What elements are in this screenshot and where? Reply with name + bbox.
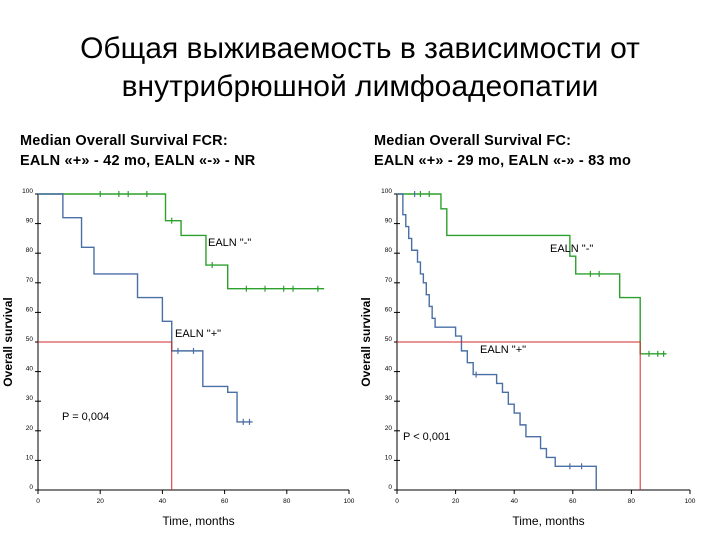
y-tick-label: 0 bbox=[29, 484, 33, 491]
y-tick-label: 0 bbox=[388, 484, 392, 491]
y-tick-label: 30 bbox=[26, 395, 34, 402]
km-chart-2: 0 10 20 30 40 50 60 70 80 90 100 0 20 40 60 80 100 Time, … bbox=[359, 188, 696, 528]
x-tick-label: 60 bbox=[569, 498, 577, 505]
median-line bbox=[397, 341, 641, 490]
x-tick-label: 0 bbox=[36, 498, 40, 505]
x-tick-label: 0 bbox=[395, 498, 399, 505]
y-tick-label: 20 bbox=[385, 425, 393, 432]
p-value-label: P = 0,004 bbox=[62, 411, 109, 423]
y-axis-label: Overall survival bbox=[1, 297, 15, 386]
chart-caption-fcr: Median Overall Survival FCR: EALN «+» - … bbox=[20, 131, 255, 171]
series-label-ealn-pos: EALN "+" bbox=[480, 344, 526, 356]
y-tick-label: 90 bbox=[26, 218, 34, 225]
slide-title: Общая выживаемость в зависимости от внут… bbox=[0, 30, 720, 106]
y-tick-label: 80 bbox=[385, 247, 393, 254]
y-tick-label: 10 bbox=[385, 454, 393, 461]
y-tick-label: 40 bbox=[385, 366, 393, 373]
series-line-ealn-pos bbox=[397, 193, 597, 490]
caption-fcr-line2: EALN «+» - 42 mo, EALN «-» - NR bbox=[20, 153, 256, 169]
slide-title-line1: Общая выживаемость в зависимости от bbox=[80, 32, 640, 65]
series-line-ealn-neg bbox=[38, 193, 325, 290]
x-axis-label: Time, months bbox=[162, 514, 234, 528]
x-tick-label: 80 bbox=[628, 498, 636, 505]
km-chart-1: 0 10 20 30 40 50 60 70 80 90 100 0 20 40 60 80 100 Time, … bbox=[1, 188, 355, 528]
y-tick-label: 60 bbox=[385, 306, 393, 313]
x-tick-label: 80 bbox=[283, 498, 291, 505]
series-label-ealn-neg: EALN "-" bbox=[208, 237, 251, 249]
series-label-ealn-pos: EALN "+" bbox=[175, 328, 221, 340]
series-label-ealn-neg: EALN "-" bbox=[550, 243, 593, 255]
y-tick-label: 70 bbox=[385, 277, 393, 284]
y-tick-label: 60 bbox=[26, 306, 34, 313]
y-tick-label: 90 bbox=[385, 218, 393, 225]
caption-fcr-line1: Median Overall Survival FCR: bbox=[20, 133, 228, 149]
x-tick-label: 20 bbox=[97, 498, 105, 505]
y-tick-label: 10 bbox=[26, 454, 34, 461]
series-line-ealn-pos bbox=[38, 193, 253, 423]
x-tick-label: 100 bbox=[344, 498, 355, 505]
y-tick-label: 50 bbox=[385, 336, 393, 343]
x-tick-label: 40 bbox=[159, 498, 167, 505]
series-line-ealn-neg bbox=[397, 193, 667, 355]
x-tick-label: 60 bbox=[221, 498, 229, 505]
slide-title-line2: внутрибрюшной лимфоадеопатии bbox=[121, 70, 599, 103]
y-tick-label: 50 bbox=[26, 336, 34, 343]
x-tick-label: 40 bbox=[511, 498, 519, 505]
median-line bbox=[38, 341, 173, 490]
p-value-label: P < 0,001 bbox=[403, 431, 450, 443]
y-tick-label: 80 bbox=[26, 247, 34, 254]
y-tick-label: 70 bbox=[26, 277, 34, 284]
y-tick-label: 100 bbox=[381, 188, 392, 195]
y-tick-label: 40 bbox=[26, 366, 34, 373]
y-axis-label: Overall survival bbox=[359, 297, 373, 386]
caption-fc-line2: EALN «+» - 29 mo, EALN «-» - 83 mo bbox=[374, 153, 631, 169]
y-tick-label: 100 bbox=[22, 188, 33, 195]
x-tick-label: 20 bbox=[452, 498, 460, 505]
x-axis-label: Time, months bbox=[512, 514, 584, 528]
caption-fc-line1: Median Overall Survival FC: bbox=[374, 133, 572, 149]
x-tick-label: 100 bbox=[685, 498, 696, 505]
y-tick-label: 30 bbox=[385, 395, 393, 402]
chart-caption-fc: Median Overall Survival FC: EALN «+» - 2… bbox=[374, 131, 631, 171]
y-tick-label: 20 bbox=[26, 425, 34, 432]
